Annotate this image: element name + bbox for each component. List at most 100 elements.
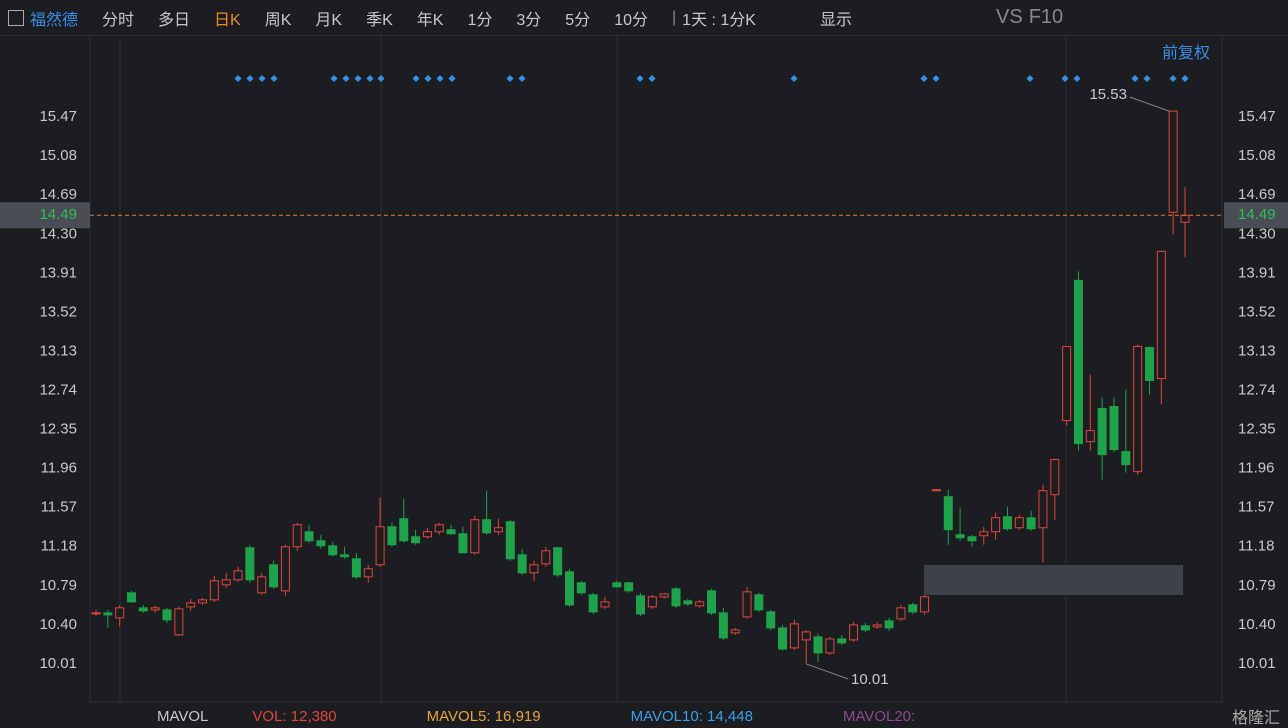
event-marker [258, 74, 266, 83]
volume-item: MAVOL10: 14,448 [630, 707, 753, 725]
candle-body [375, 526, 385, 566]
candle-body [624, 582, 634, 592]
tab[interactable]: 日K [214, 11, 241, 29]
y-tick-label-right: 10.79 [1238, 577, 1276, 594]
candle-body [884, 620, 894, 629]
candle-body [340, 554, 350, 558]
event-marker [436, 74, 444, 83]
event-marker [1073, 74, 1081, 83]
event-marker [424, 74, 432, 83]
candle-body [174, 608, 184, 636]
candle-body [588, 594, 598, 613]
candle-body [1144, 346, 1154, 382]
candle-body [849, 624, 859, 641]
f10[interactable]: F10 [1028, 6, 1064, 28]
period[interactable]: 1天 : 1分K [682, 11, 756, 29]
y-tick-label: 13.91 [39, 264, 77, 281]
candle-body [186, 602, 196, 608]
y-tick-label-right: 11.18 [1238, 538, 1274, 555]
candle-body [600, 601, 610, 608]
candle-body [103, 612, 113, 616]
tab[interactable]: 1分 [467, 11, 493, 29]
candle-body [837, 638, 847, 644]
event-marker [270, 74, 278, 83]
candle-body [482, 519, 492, 534]
tab[interactable]: 3分 [516, 11, 542, 29]
candle-body [553, 547, 563, 576]
event-marker [636, 74, 644, 83]
candle-body [1156, 250, 1166, 380]
stock-name[interactable]: 福然德 [30, 11, 79, 29]
y-tick-label: 11.96 [41, 460, 77, 477]
candle-body [908, 604, 918, 613]
candle-body [612, 582, 622, 588]
event-marker [920, 74, 928, 83]
candle-body [209, 580, 219, 601]
toolbar: 福然德 分时 多日 日K 周K 月K 季K 年K 1分 3分 5分 10分 | 1天 : 1分K 显… [0, 0, 1288, 36]
candle-body [943, 496, 953, 531]
y-tick-label-right: 10.01 [1238, 655, 1276, 672]
candle-body [789, 623, 799, 649]
candle-body [766, 611, 776, 629]
y-tick-label: 15.08 [39, 147, 77, 164]
display[interactable]: 显示 [819, 11, 852, 29]
tab[interactable]: 年K [416, 11, 444, 29]
event-marker [354, 74, 362, 83]
candle-body [280, 546, 290, 592]
event-marker [506, 74, 514, 83]
gap-zone [924, 565, 1183, 595]
tab[interactable]: 周K [264, 11, 292, 29]
event-marker [1181, 74, 1189, 83]
volume-items: VOL: 12,380 MAVOL5: 16,919 MAVOL10: 14,448… [252, 708, 1005, 725]
tab[interactable]: 分时 [102, 11, 135, 29]
y-tick-label: 11.18 [41, 538, 77, 555]
candle-body [127, 592, 137, 603]
tab[interactable]: 10分 [614, 11, 649, 29]
candle-body [872, 624, 882, 628]
candle-body [920, 596, 930, 613]
candle-body [1109, 406, 1119, 451]
y-tick-label: 13.13 [39, 342, 77, 359]
candle-body [1014, 517, 1024, 529]
event-marker [377, 74, 385, 83]
tab[interactable]: 5分 [565, 11, 591, 29]
candle-body [1180, 214, 1190, 223]
volume-item: VOL: 12,380 [252, 707, 337, 725]
candle-body [659, 593, 669, 598]
y-tick-label-right: 12.74 [1238, 381, 1276, 398]
adjust-label[interactable]: 前复权 [1162, 44, 1210, 62]
candle-body [493, 527, 503, 533]
candle-body [1073, 279, 1083, 445]
candle-body [991, 517, 1001, 533]
candle-body [1062, 345, 1072, 422]
candle-body [269, 564, 279, 588]
candle-body [707, 590, 717, 614]
tab[interactable]: 多日 [158, 11, 191, 29]
price-tag-right [1224, 202, 1288, 229]
candle-body [576, 582, 586, 594]
candle-body [564, 571, 574, 606]
menu-icon[interactable] [8, 9, 24, 26]
y-tick-label: 10.40 [39, 616, 77, 633]
candle-body [434, 524, 444, 533]
candle-body [671, 588, 681, 607]
max-label: 15.53 [1089, 86, 1127, 103]
max-leader [1129, 96, 1170, 112]
tab[interactable]: 月K [315, 11, 343, 29]
candle-body [636, 595, 645, 615]
candle-body [1121, 451, 1131, 466]
candle-body [647, 596, 657, 608]
candle-body [742, 591, 752, 618]
candle-body [1097, 408, 1107, 456]
event-marker [1061, 74, 1069, 83]
candle-body [221, 579, 231, 586]
candle-body [505, 521, 515, 560]
vs[interactable]: VS [996, 6, 1023, 28]
candle-body [529, 564, 539, 574]
event-marker [246, 74, 254, 83]
tab[interactable]: 季K [366, 11, 393, 29]
candle-body [446, 529, 456, 535]
y-tick-label-right: 14.30 [1238, 225, 1276, 242]
volume-title: MAVOL [157, 707, 209, 725]
